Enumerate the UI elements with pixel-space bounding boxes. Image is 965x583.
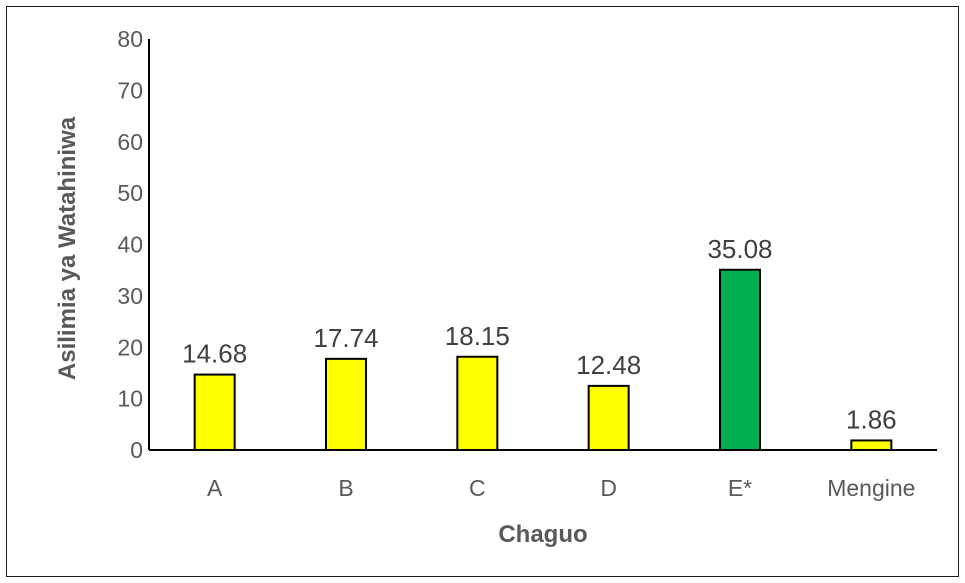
- x-tick-label: C: [469, 475, 486, 501]
- x-axis-ticks: A B C D E* Mengine: [207, 475, 915, 501]
- x-tick-label: B: [338, 475, 353, 501]
- y-tick-label: 40: [117, 232, 143, 258]
- data-label: 35.08: [707, 234, 772, 264]
- data-label: 17.74: [313, 323, 378, 353]
- bar-d: [587, 384, 630, 451]
- x-tick-label: E*: [728, 475, 752, 501]
- data-label: 18.15: [445, 321, 510, 351]
- y-axis-title: Asilimia ya Watahiniwa: [54, 116, 81, 380]
- data-labels: 14.68 17.74 18.15 12.48 35.08 1.86: [182, 234, 897, 435]
- y-tick-label: 60: [117, 129, 143, 155]
- x-tick-label: D: [600, 475, 617, 501]
- y-tick-label: 0: [130, 437, 143, 463]
- data-label: 1.86: [846, 404, 897, 434]
- y-tick-label: 50: [117, 180, 143, 206]
- chart-frame: 0 10 20 30 40 50 60 70 80 14.68 17.74 18.15 12.48 35…: [6, 6, 959, 577]
- data-label: 12.48: [576, 350, 641, 380]
- data-label: 14.68: [182, 339, 247, 369]
- y-tick-label: 70: [117, 77, 143, 103]
- bar-a: [193, 373, 236, 452]
- x-tick-label: A: [207, 475, 223, 501]
- x-axis-title: Chaguo: [498, 521, 587, 548]
- bar-b: [325, 357, 367, 451]
- bar-chart: 0 10 20 30 40 50 60 70 80 14.68 17.74 18.15 12.48 35…: [54, 26, 937, 548]
- bar-e: [719, 268, 761, 451]
- bar-mengine: [850, 439, 893, 451]
- bar-c: [456, 355, 499, 451]
- y-tick-label: 10: [117, 386, 143, 412]
- y-tick-label: 20: [117, 334, 143, 360]
- y-tick-label: 80: [117, 26, 143, 52]
- x-tick-label: Mengine: [827, 475, 915, 501]
- y-tick-label: 30: [117, 283, 143, 309]
- bars: [193, 268, 893, 452]
- y-axis-ticks: 0 10 20 30 40 50 60 70 80: [117, 26, 143, 463]
